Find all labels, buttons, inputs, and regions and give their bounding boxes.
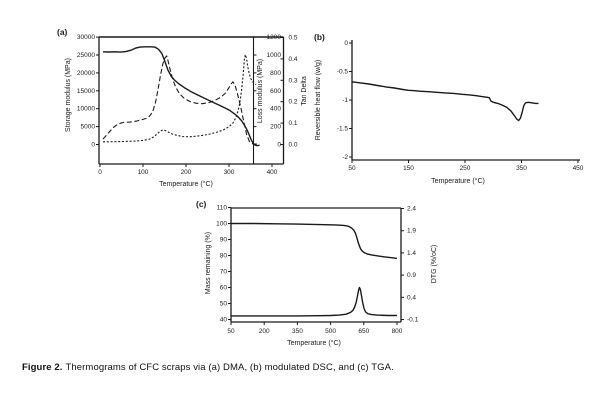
tan-delta-curve [102, 54, 257, 143]
panel-a-storage-tick-label: 30000 [77, 34, 95, 41]
panel-c-dtg-tick-label: 0.9 [407, 272, 416, 279]
panel-b-y-tick-label: -2 [342, 154, 348, 161]
panel-label-c: (c) [196, 199, 207, 209]
panel-c-dtg-tick-label: 2.4 [407, 206, 416, 213]
panel-c-x-axis-title: Temperature (°C) [287, 339, 341, 347]
panel-a-loss-tick-label: 0 [277, 142, 281, 149]
reversible-heat-flow-curve [351, 81, 539, 122]
panel-a-loss-tick-label: 800 [270, 70, 281, 77]
panel-b-y-tick-label: -1 [342, 97, 348, 104]
panel-c-x-tick-label: 50 [227, 328, 235, 335]
panel-a-loss-axis-title: Loss modulus (MPa) [257, 59, 264, 123]
panel-a-tan-tick-label: 0.2 [289, 99, 298, 106]
panel-a-storage-tick-label: 25000 [77, 52, 95, 59]
panel-a-loss-tick-label: 1000 [267, 52, 282, 59]
panel-a-x-tick-label: 400 [267, 169, 278, 176]
panel-c-mass-tick-label: 50 [220, 301, 228, 308]
panel-a-tan-axis-title: Tan Delta [301, 76, 308, 106]
panel-c-x-tick-label: 500 [325, 328, 336, 335]
panel-c-mass-tick-label: 90 [220, 237, 228, 244]
panel-a-storage-axis-title: Storage modulus (MPa) [65, 58, 72, 132]
panel-c-x-tick-label: 650 [358, 328, 369, 335]
panel-a-storage-tick-label: 5000 [81, 124, 96, 131]
panel-a-storage-tick-label: 15000 [77, 88, 95, 95]
panel-c-mass-tick-label: 60 [220, 285, 228, 292]
panel-a-storage-tick-label: 0 [91, 142, 95, 149]
panel-c-mass-tick-label: 80 [220, 253, 228, 260]
panel-a-x-tick-label: 100 [138, 169, 149, 176]
figure-caption: Figure 2. Thermograms of CFC scraps via (… [22, 362, 582, 373]
storage-modulus-curve [102, 46, 260, 147]
loss-modulus-curve [102, 55, 257, 145]
panel-c-dtg-axis-title: DTG (%/oC) [431, 245, 438, 284]
panel-c-mass-tick-label: 40 [220, 317, 228, 324]
panel-a-x-axis-title: Temperature (°C) [159, 180, 213, 188]
panel-a-x-tick-label: 200 [181, 169, 192, 176]
panel-a-tan-tick-label: 0.1 [289, 120, 298, 127]
panel-c-dtg-tick-label: -0.1 [407, 317, 419, 324]
panel-c-dtg-tick-label: 0.4 [407, 294, 416, 301]
panel-a-storage-tick-label: 20000 [77, 70, 95, 77]
dtg-curve [231, 286, 397, 317]
panel-a-loss-tick-label: 600 [270, 88, 281, 95]
panel-c-x-tick-label: 200 [259, 328, 270, 335]
panel-c-dtg-tick-label: 1.9 [407, 228, 416, 235]
panel-b-y-tick-label: -0.5 [337, 69, 349, 76]
panel-c-dtg-tick-label: 1.4 [407, 250, 416, 257]
panel-label-b: (b) [314, 32, 325, 42]
panel-c-mass-axis-title: Mass remaining (%) [205, 232, 212, 294]
figure-caption-text: Thermograms of CFC scraps via (a) DMA, (… [65, 362, 394, 373]
panel-a-loss-tick-label: 1200 [267, 34, 282, 41]
figure-caption-label: Figure 2. [22, 362, 63, 373]
panel-a-x-tick-label: 0 [98, 169, 102, 176]
panel-a-loss-tick-label: 200 [270, 124, 281, 131]
panel-b-y-tick-label: 0 [344, 40, 348, 47]
panel-b-x-tick-label: 250 [460, 165, 471, 172]
mass-remaining-curve [231, 222, 398, 260]
panel-c-mass-tick-label: 110 [217, 205, 228, 212]
panel-a-storage-tick-label: 10000 [77, 106, 95, 113]
panel-b-x-axis-title: Temperature (°C) [431, 177, 485, 185]
panel-a-x-tick-label: 300 [224, 169, 235, 176]
panel-a-tan-tick-label: 0.3 [289, 77, 298, 84]
panel-c-mass-tick-label: 100 [216, 221, 227, 228]
panel-label-a: (a) [57, 27, 68, 37]
panel-b-x-tick-label: 450 [573, 165, 584, 172]
panel-a-tan-tick-label: 0.5 [289, 35, 298, 42]
panel-b-x-tick-label: 350 [516, 165, 527, 172]
panel-b-x-tick-label: 150 [403, 165, 414, 172]
panel-a-loss-tick-label: 400 [270, 106, 281, 113]
panel-c-x-tick-label: 800 [392, 328, 403, 335]
panel-b-y-axis-title: Reversible heat flow (w/g) [315, 60, 322, 141]
panel-c-x-tick-label: 350 [292, 328, 303, 335]
panel-a-tan-tick-label: 0.4 [289, 56, 298, 63]
panel-a-tan-tick-label: 0.0 [289, 142, 298, 149]
panel-c-mass-tick-label: 70 [220, 269, 228, 276]
panel-b-x-tick-label: 50 [348, 165, 356, 172]
panel-b-y-tick-label: -1.5 [337, 126, 349, 133]
